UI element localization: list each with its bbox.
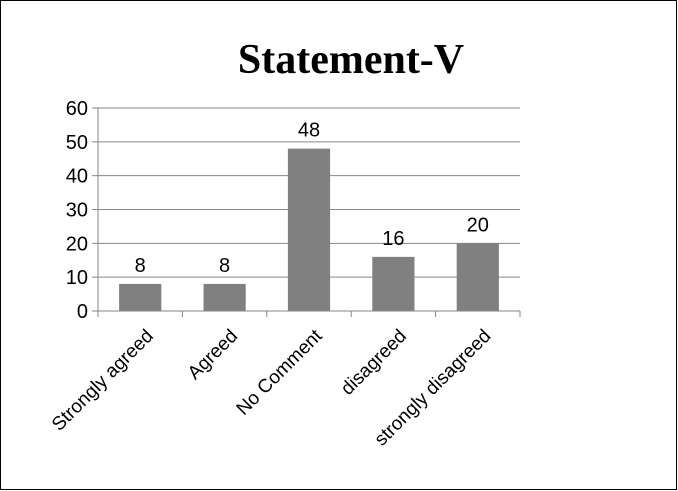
data-label: 8: [135, 255, 146, 277]
y-tick-label: 10: [66, 267, 88, 289]
bar-agreed: [203, 283, 246, 311]
grid-layer: [98, 107, 520, 278]
y-tick-label: 20: [66, 233, 88, 255]
data-label: 16: [382, 228, 404, 250]
bar-disagreed: [372, 256, 415, 311]
data-label: 20: [467, 214, 489, 236]
axis-layer: [92, 107, 521, 317]
data-label: 48: [298, 120, 320, 142]
y-tick-label: 30: [66, 200, 88, 222]
data-label: 8: [219, 255, 230, 277]
chart-title: Statement-V: [238, 37, 464, 83]
y-tick-label: 50: [66, 132, 88, 154]
bar-layer: [119, 148, 499, 311]
bar-strongly-disagreed: [456, 243, 499, 311]
y-tick-label: 60: [66, 98, 88, 120]
bar-strongly-agreed: [119, 283, 162, 311]
y-tick-label: 0: [77, 301, 88, 323]
bar-no-comment: [287, 148, 331, 311]
y-tick-label: 40: [66, 166, 88, 188]
